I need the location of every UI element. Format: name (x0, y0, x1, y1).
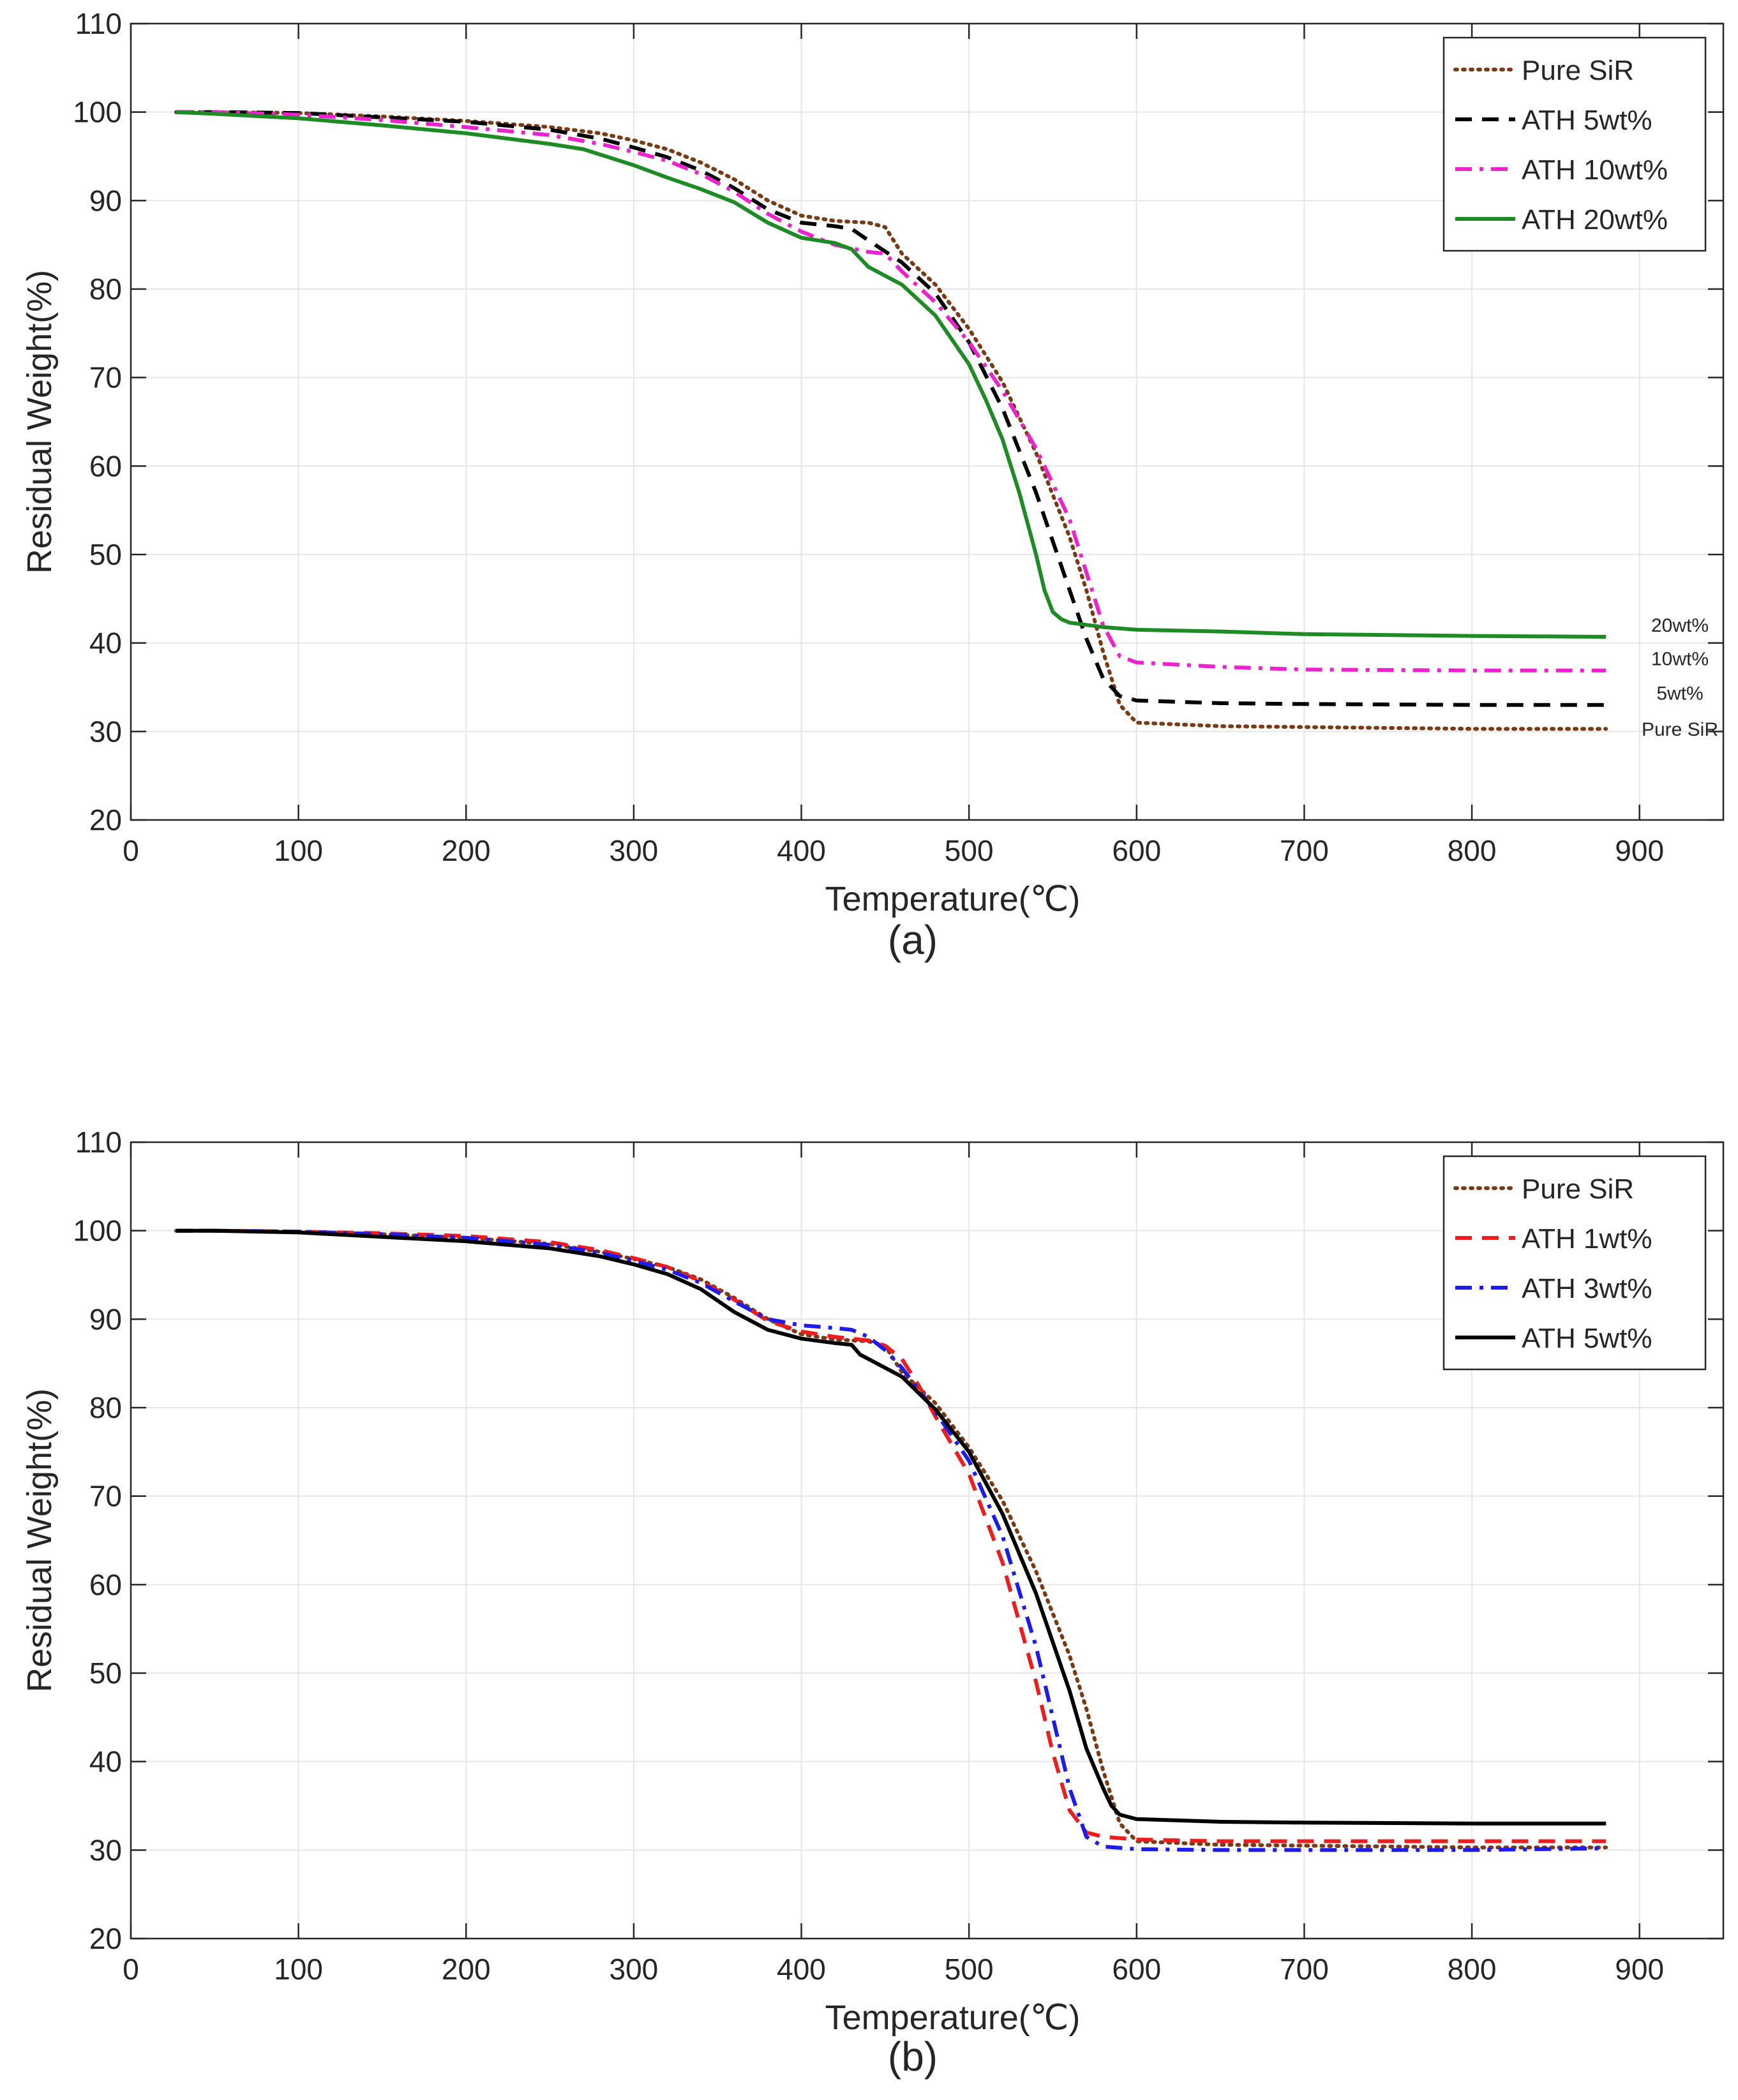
x-tick-label: 800 (1448, 1953, 1497, 1986)
y-tick-label: 90 (89, 184, 122, 217)
chart-panel-b: 0 100 200 300 400 500 600 700 800 900 20 30 40 50 60 70… (20, 1126, 1725, 2080)
y-tick-label: 40 (89, 1745, 122, 1778)
legend-label: Pure SiR (1522, 55, 1634, 86)
y-tick-label: 70 (89, 361, 122, 394)
panel-caption: (b) (888, 2034, 938, 2080)
series-line-ath-10wt (176, 110, 1607, 673)
y-tick-label: 20 (89, 1922, 122, 1955)
y-tick-label: 60 (89, 449, 122, 482)
y-tick-label: 60 (89, 1568, 122, 1601)
y-tick-label: 40 (89, 627, 122, 660)
x-tick-label: 300 (610, 1953, 659, 1986)
y-tick-label: 70 (89, 1480, 122, 1513)
x-tick-label: 100 (274, 1953, 323, 1986)
end-label: Pure SiR (1642, 719, 1718, 740)
y-tick-label: 20 (89, 803, 122, 837)
x-tick-label: 500 (945, 1953, 994, 1986)
series-line-ath-20wt (176, 110, 1607, 639)
y-tick-label: 30 (89, 1833, 122, 1866)
x-tick-label: 200 (442, 834, 491, 867)
series-line-pure-sir (174, 110, 1608, 731)
legend-label: ATH 20wt% (1522, 204, 1668, 235)
x-tick-label: 400 (777, 834, 826, 867)
axis-ticks: 0 100 200 300 400 500 600 700 800 900 20 30 40 50 60 70… (73, 7, 1723, 867)
x-tick-label: 700 (1280, 834, 1329, 867)
legend-box (1442, 1155, 1707, 1371)
x-tick-label: 900 (1615, 834, 1664, 867)
x-tick-label: 200 (442, 1953, 491, 1986)
series-lines (174, 1228, 1608, 1852)
y-tick-label: 110 (75, 7, 122, 40)
y-tick-label: 50 (89, 1657, 122, 1690)
legend-label: ATH 3wt% (1522, 1273, 1652, 1304)
series-line-ath-5wt (176, 1228, 1607, 1826)
plot-frame (130, 22, 1725, 821)
end-label: 10wt% (1651, 649, 1709, 670)
end-label: 20wt% (1651, 615, 1709, 636)
x-tick-label: 600 (1112, 1953, 1161, 1986)
x-tick-label: 100 (274, 834, 323, 867)
legend: Pure SiR ATH 1wt% ATH 3wt% ATH 5wt% (1442, 1155, 1707, 1371)
y-tick-label: 100 (73, 1214, 122, 1247)
x-tick-label: 700 (1280, 1953, 1329, 1986)
series-line-ath-5wt (176, 110, 1607, 707)
y-tick-label: 30 (89, 715, 122, 748)
chart-panel-a: 0 100 200 300 400 500 600 700 800 900 20 30 40 50 60 70… (20, 7, 1725, 963)
legend-label: ATH 5wt% (1522, 105, 1652, 136)
legend: Pure SiR ATH 5wt% ATH 10wt% ATH 20wt% (1442, 36, 1707, 252)
legend-box (1442, 36, 1707, 252)
y-tick-label: 50 (89, 538, 122, 571)
y-tick-label: 80 (89, 272, 122, 306)
legend-label: ATH 1wt% (1522, 1223, 1652, 1255)
y-axis-label: Residual Weight(%) (20, 270, 59, 574)
x-axis-label: Temperature(℃) (825, 880, 1081, 918)
x-tick-label: 0 (123, 1953, 139, 1986)
y-axis-label: Residual Weight(%) (20, 1389, 59, 1692)
y-tick-label: 110 (75, 1126, 122, 1159)
legend-label: Pure SiR (1522, 1173, 1634, 1205)
x-tick-label: 900 (1615, 1953, 1664, 1986)
y-tick-label: 90 (89, 1302, 122, 1336)
legend-label: ATH 10wt% (1522, 154, 1668, 186)
y-tick-label: 80 (89, 1391, 122, 1424)
series-line-ath-1wt (176, 1228, 1607, 1843)
x-tick-label: 400 (777, 1953, 826, 1986)
series-lines: Pure SiR 5wt% 10wt% 20wt% (174, 110, 1718, 740)
x-tick-label: 500 (945, 834, 994, 867)
x-tick-label: 800 (1448, 834, 1497, 867)
x-tick-label: 600 (1112, 834, 1161, 867)
y-tick-label: 100 (73, 96, 122, 129)
axis-ticks: 0 100 200 300 400 500 600 700 800 900 20 30 40 50 60 70… (73, 1126, 1723, 1986)
x-axis-label: Temperature(℃) (825, 1999, 1081, 2037)
plot-frame (130, 1141, 1725, 1940)
panel-caption: (a) (888, 917, 938, 963)
x-tick-label: 0 (123, 834, 139, 867)
legend-label: ATH 5wt% (1522, 1323, 1652, 1354)
end-label: 5wt% (1656, 683, 1703, 704)
x-tick-label: 300 (610, 834, 659, 867)
